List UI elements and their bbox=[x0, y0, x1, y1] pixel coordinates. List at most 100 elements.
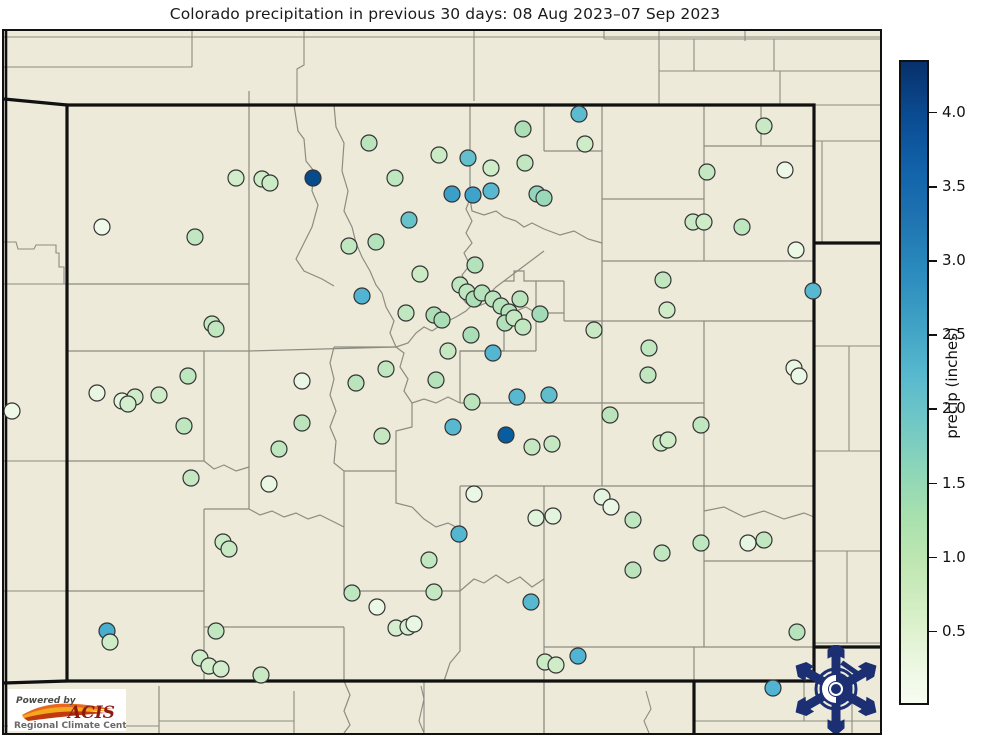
acis-powered-by-text: Powered by bbox=[16, 696, 77, 706]
colorado-map bbox=[4, 31, 880, 733]
station-marker bbox=[450, 525, 468, 543]
station-marker bbox=[207, 622, 225, 640]
station-marker bbox=[347, 374, 365, 392]
station-marker bbox=[523, 438, 541, 456]
station-marker bbox=[482, 182, 500, 200]
station-marker bbox=[508, 388, 526, 406]
station-marker bbox=[639, 366, 657, 384]
station-marker bbox=[776, 161, 794, 179]
station-marker bbox=[207, 320, 225, 338]
station-marker bbox=[270, 440, 288, 458]
acis-tagline-text: Regional Climate Centers bbox=[14, 721, 126, 731]
station-marker bbox=[343, 584, 361, 602]
station-marker bbox=[397, 304, 415, 322]
station-marker bbox=[482, 159, 500, 177]
station-marker bbox=[150, 386, 168, 404]
station-marker bbox=[585, 321, 603, 339]
station-marker bbox=[695, 213, 713, 231]
colorbar-tick-mark bbox=[929, 111, 937, 114]
station-marker bbox=[353, 287, 371, 305]
station-marker bbox=[788, 623, 806, 641]
station-marker bbox=[400, 211, 418, 229]
station-marker bbox=[293, 414, 311, 432]
station-marker bbox=[514, 120, 532, 138]
colorbar-tick-mark bbox=[929, 408, 937, 411]
station-marker bbox=[576, 135, 594, 153]
station-marker bbox=[464, 186, 482, 204]
station-marker bbox=[466, 256, 484, 274]
colorbar-tick-mark bbox=[929, 260, 937, 262]
station-marker bbox=[531, 305, 549, 323]
station-marker bbox=[653, 544, 671, 562]
colorbar-tick-mark bbox=[929, 482, 937, 485]
station-marker bbox=[540, 386, 558, 404]
station-marker bbox=[739, 534, 757, 552]
station-marker bbox=[755, 531, 773, 549]
acis-logo: Powered by ACIS Regional Climate Centers bbox=[8, 689, 126, 731]
station-marker bbox=[465, 485, 483, 503]
colorado-county-boundaries bbox=[66, 91, 815, 733]
station-marker bbox=[516, 154, 534, 172]
station-marker bbox=[186, 228, 204, 246]
station-marker bbox=[386, 169, 404, 187]
station-markers bbox=[4, 105, 822, 697]
station-marker bbox=[420, 551, 438, 569]
station-marker bbox=[790, 367, 808, 385]
station-marker bbox=[182, 469, 200, 487]
station-marker bbox=[511, 290, 529, 308]
colorbar-tick-mark bbox=[929, 334, 937, 336]
station-marker bbox=[227, 169, 245, 187]
colorbar-tick-mark bbox=[929, 630, 937, 633]
station-marker bbox=[547, 656, 565, 674]
station-marker bbox=[698, 163, 716, 181]
page-title: Colorado precipitation in previous 30 da… bbox=[169, 5, 721, 23]
station-marker bbox=[654, 271, 672, 289]
station-marker bbox=[119, 395, 137, 413]
station-marker bbox=[544, 507, 562, 525]
station-marker bbox=[4, 402, 21, 420]
station-marker bbox=[543, 435, 561, 453]
station-marker bbox=[367, 233, 385, 251]
colorbar-tick-label: 1.5 bbox=[942, 473, 966, 492]
station-marker bbox=[293, 372, 311, 390]
station-marker bbox=[443, 185, 461, 203]
colorbar-tick-label: 2.5 bbox=[942, 325, 966, 344]
station-marker bbox=[764, 679, 782, 697]
station-marker bbox=[444, 418, 462, 436]
colorbar-gradient bbox=[899, 60, 929, 705]
station-marker bbox=[484, 344, 502, 362]
station-marker bbox=[411, 265, 429, 283]
acis-brand-text: ACIS bbox=[66, 703, 115, 723]
station-marker bbox=[755, 117, 773, 135]
station-marker bbox=[360, 134, 378, 152]
station-marker bbox=[430, 146, 448, 164]
station-marker bbox=[425, 583, 443, 601]
station-marker bbox=[624, 511, 642, 529]
station-marker bbox=[405, 615, 423, 633]
colorbar-tick-label: 2.0 bbox=[942, 399, 966, 418]
station-marker bbox=[252, 666, 270, 684]
station-marker bbox=[261, 174, 279, 192]
station-marker bbox=[377, 360, 395, 378]
station-marker bbox=[569, 647, 587, 665]
station-marker bbox=[804, 282, 822, 300]
station-marker bbox=[658, 301, 676, 319]
snowflake-icon bbox=[790, 645, 882, 733]
station-marker bbox=[570, 105, 588, 123]
station-marker bbox=[220, 540, 238, 558]
station-marker bbox=[304, 169, 322, 187]
station-marker bbox=[640, 339, 658, 357]
station-marker bbox=[433, 311, 451, 329]
colorbar-tick-label: 3.0 bbox=[942, 251, 966, 270]
map-panel bbox=[2, 29, 882, 735]
county-boundaries bbox=[4, 31, 880, 733]
station-marker bbox=[624, 561, 642, 579]
station-marker bbox=[179, 367, 197, 385]
colorbar: 4.0 3.5 3.0 2.5 2.0 1.5 1.0 0.5 bbox=[899, 60, 966, 705]
station-marker bbox=[733, 218, 751, 236]
station-marker bbox=[659, 431, 677, 449]
colorbar-tick-label: 1.0 bbox=[942, 547, 966, 566]
station-marker bbox=[601, 406, 619, 424]
station-marker bbox=[373, 427, 391, 445]
station-marker bbox=[514, 318, 532, 336]
